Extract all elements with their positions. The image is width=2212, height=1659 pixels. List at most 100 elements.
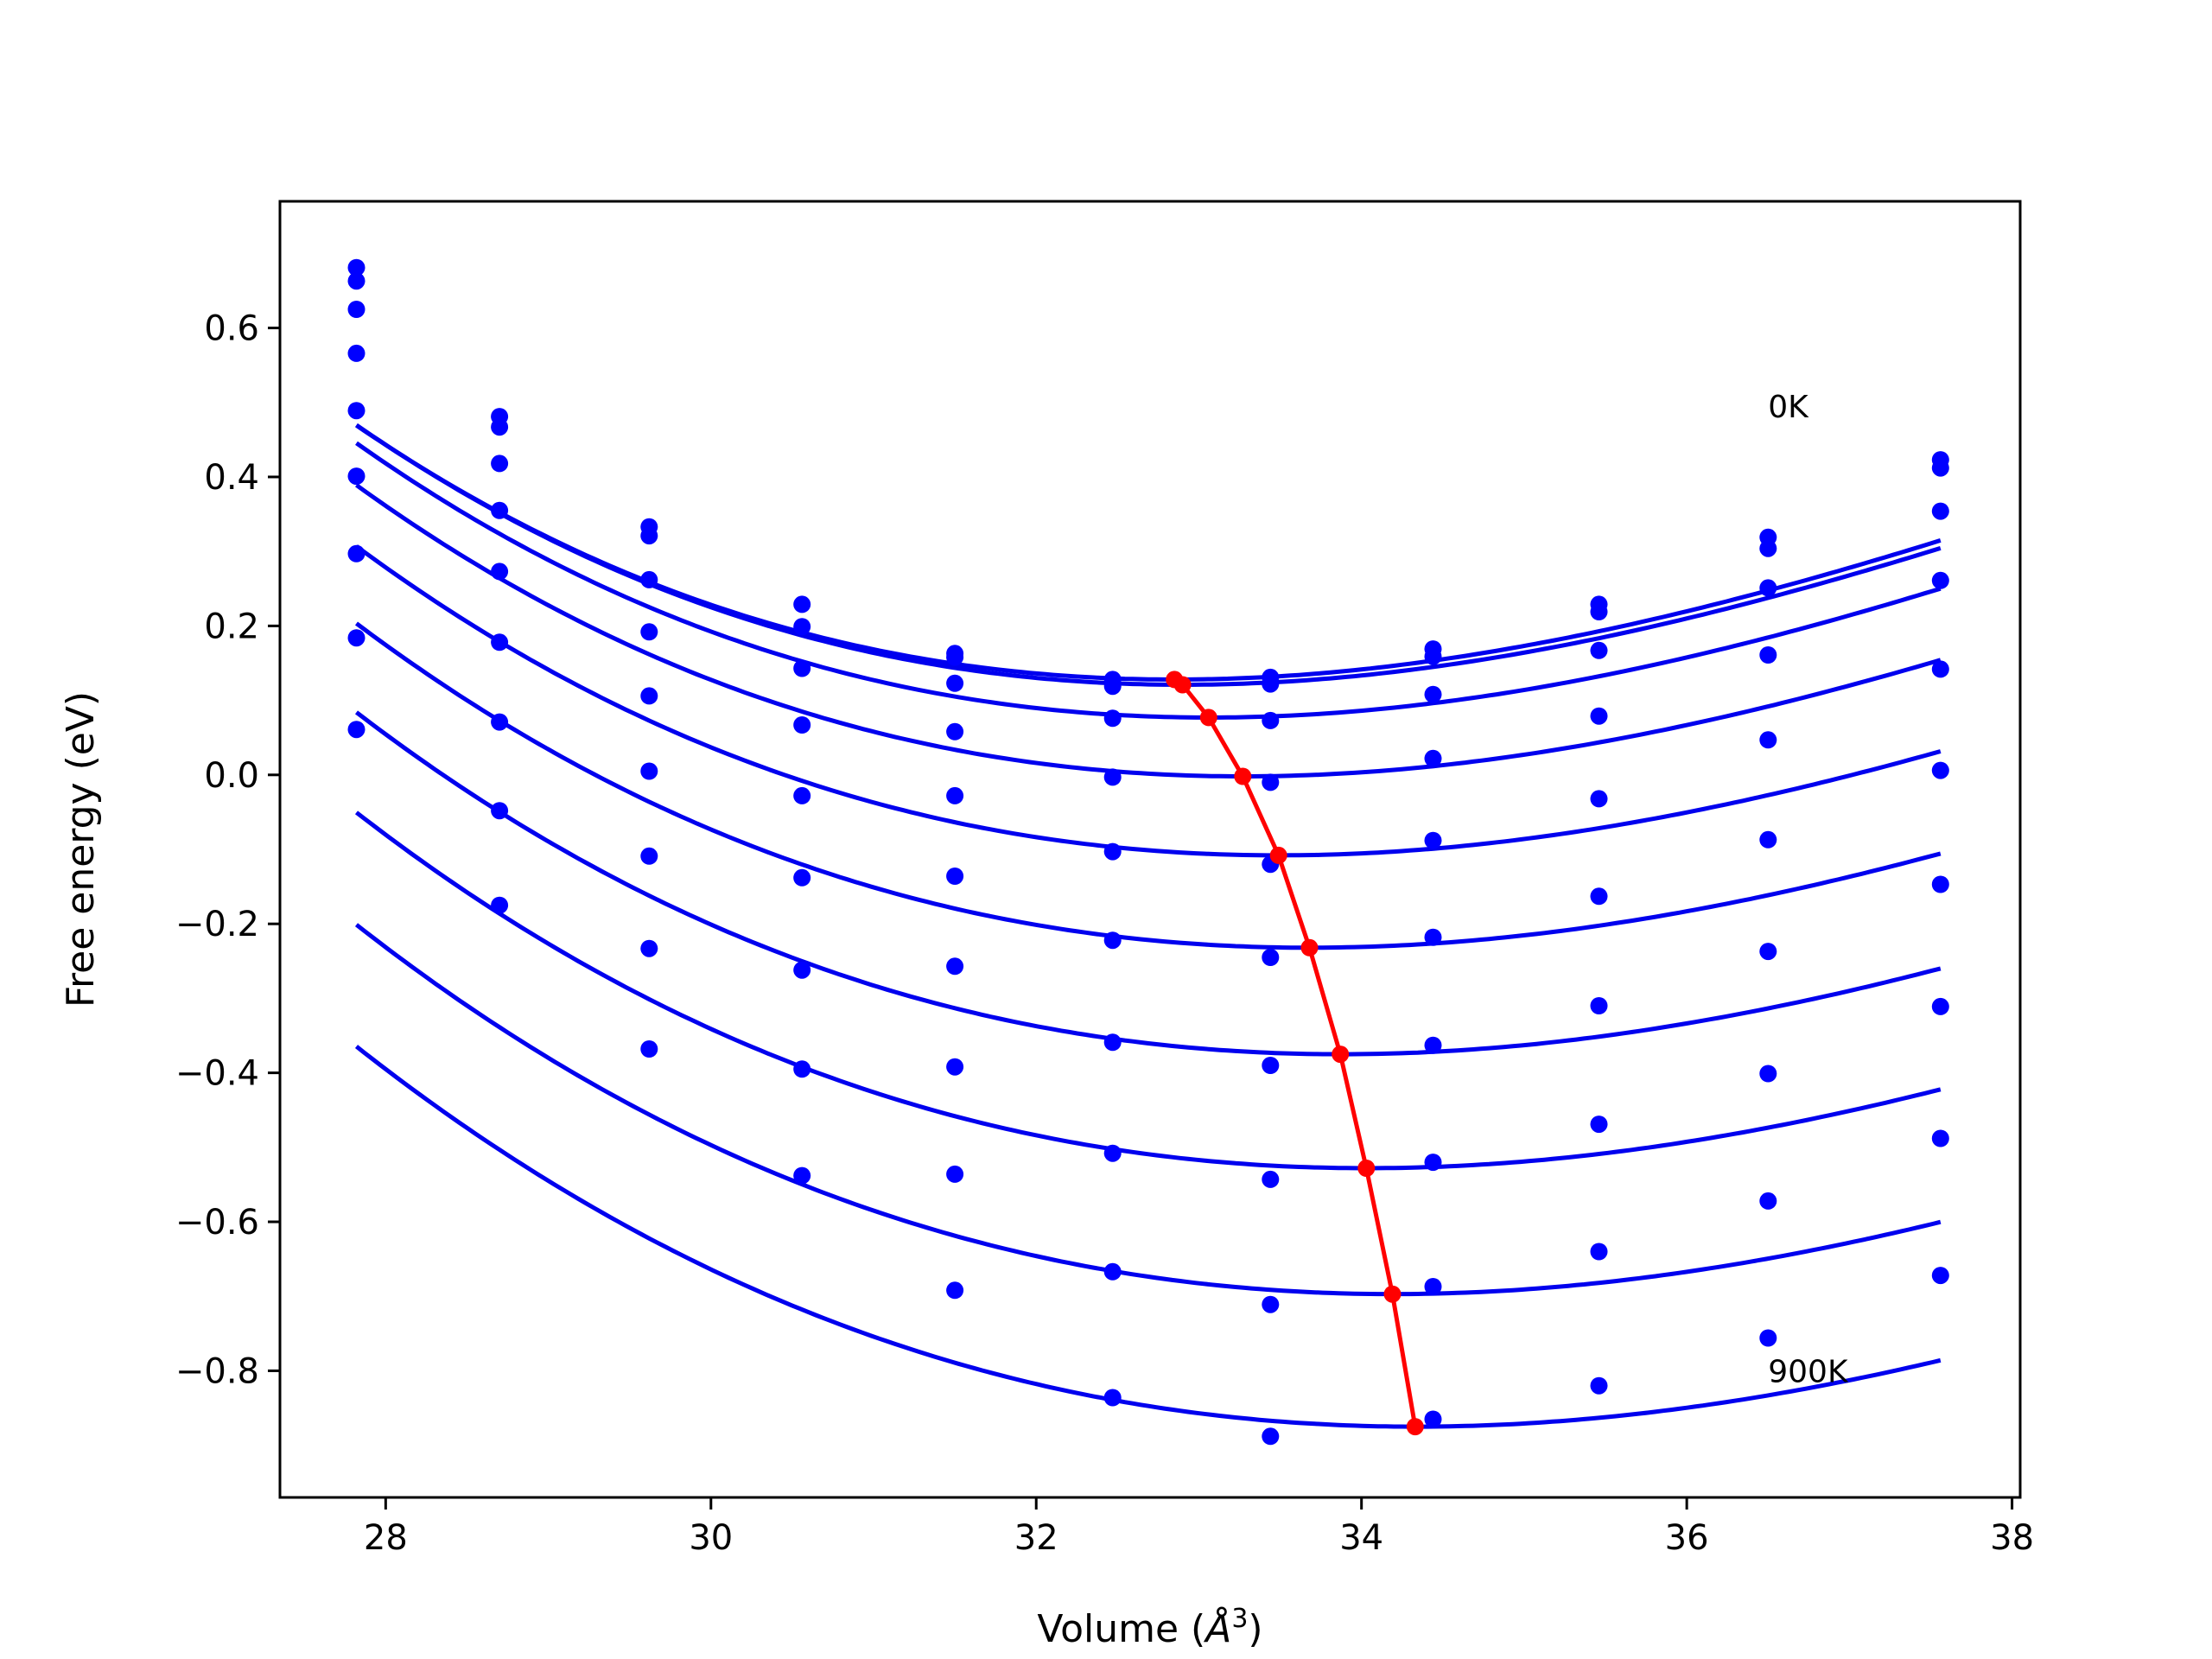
data-point <box>1262 711 1280 729</box>
curve-annotation: 900K <box>1768 1354 1849 1389</box>
minimum-point <box>1173 676 1192 694</box>
data-point <box>1931 571 1949 589</box>
data-point <box>491 802 509 820</box>
data-point <box>491 633 509 652</box>
minimum-point <box>1300 938 1319 957</box>
data-point <box>793 961 811 979</box>
data-point <box>1590 790 1608 808</box>
data-point <box>1759 1329 1777 1347</box>
data-point <box>1759 830 1777 849</box>
curve-annotation: 0K <box>1768 390 1809 425</box>
data-point <box>347 629 365 647</box>
data-point <box>347 721 365 739</box>
data-point <box>347 301 365 318</box>
minimum-point <box>1406 1418 1424 1436</box>
data-point <box>1931 875 1949 893</box>
y-tick-label: −0.2 <box>175 905 259 944</box>
data-point <box>793 786 811 804</box>
data-point <box>946 1058 964 1076</box>
data-point <box>640 570 658 588</box>
data-point <box>1931 761 1949 779</box>
fit-curve-6 <box>355 621 1942 950</box>
data-point <box>1759 943 1777 961</box>
data-point <box>946 674 964 692</box>
data-point <box>640 1040 658 1058</box>
data-point <box>640 847 658 865</box>
data-point <box>946 648 964 666</box>
minimum-point <box>1269 846 1287 864</box>
data-point <box>1759 646 1777 664</box>
data-point <box>1424 1036 1442 1054</box>
data-point <box>1262 773 1280 791</box>
data-point <box>1424 831 1442 849</box>
plot-area <box>347 258 1949 1446</box>
data-point <box>491 896 509 914</box>
data-point <box>1262 1170 1280 1188</box>
data-point <box>946 722 964 741</box>
data-point <box>946 1165 964 1183</box>
data-point <box>1931 459 1949 477</box>
data-point <box>793 595 811 613</box>
fit-curve-5 <box>355 544 1942 858</box>
data-points <box>347 258 1949 1446</box>
data-point <box>793 659 811 677</box>
y-tick-label: −0.6 <box>175 1203 259 1243</box>
data-point <box>1590 1376 1608 1395</box>
data-point <box>1759 731 1777 749</box>
x-tick-label: 38 <box>1990 1518 2034 1558</box>
data-point <box>640 687 658 705</box>
x-tick-label: 28 <box>364 1518 408 1558</box>
data-point <box>1424 1154 1442 1172</box>
data-point <box>1759 579 1777 597</box>
data-point <box>1103 1389 1122 1407</box>
data-point <box>1590 997 1608 1014</box>
data-point <box>1103 709 1122 728</box>
fit-curve-2 <box>355 423 1942 687</box>
data-point <box>347 402 365 420</box>
data-point <box>1759 1065 1777 1083</box>
y-tick-label: 0.0 <box>204 756 259 796</box>
data-point <box>1262 1057 1280 1074</box>
minimum-point <box>1199 709 1217 727</box>
data-point <box>1931 1267 1949 1285</box>
x-tick-label: 32 <box>1014 1518 1058 1558</box>
fit-curves <box>354 423 1942 1429</box>
fit-curve-8 <box>354 810 1942 1171</box>
y-tick-label: 0.4 <box>204 458 259 498</box>
data-point <box>1759 1192 1777 1210</box>
data-point <box>793 1060 811 1078</box>
data-point <box>1759 539 1777 557</box>
data-point <box>1103 768 1122 786</box>
data-point <box>1590 1243 1608 1261</box>
data-point <box>946 786 964 804</box>
y-tick-label: 0.2 <box>204 607 259 646</box>
y-tick-label: 0.6 <box>204 309 259 349</box>
data-point <box>1590 603 1608 620</box>
data-point <box>640 762 658 780</box>
fit-curve-3 <box>355 441 1942 720</box>
data-point <box>1931 502 1949 520</box>
minimum-point <box>1234 767 1252 785</box>
data-point <box>1262 949 1280 966</box>
fit-curve-10 <box>354 1045 1942 1429</box>
curve-annotations: 0K 900K <box>1768 390 1849 1389</box>
data-point <box>1931 997 1949 1015</box>
data-point <box>347 467 365 486</box>
data-point <box>1424 1410 1442 1428</box>
data-point <box>347 344 365 362</box>
data-point <box>793 1166 811 1185</box>
fit-curve-4 <box>355 483 1942 779</box>
data-point <box>1590 641 1608 659</box>
data-point <box>793 618 811 636</box>
data-point <box>1424 685 1442 703</box>
data-point <box>946 868 964 885</box>
x-tick-label: 30 <box>689 1518 733 1558</box>
data-point <box>1590 707 1608 725</box>
data-point <box>1103 931 1122 950</box>
data-point <box>491 454 509 473</box>
data-point <box>347 544 365 563</box>
data-point <box>1103 677 1122 696</box>
data-point <box>1262 675 1280 693</box>
data-point <box>491 563 509 581</box>
